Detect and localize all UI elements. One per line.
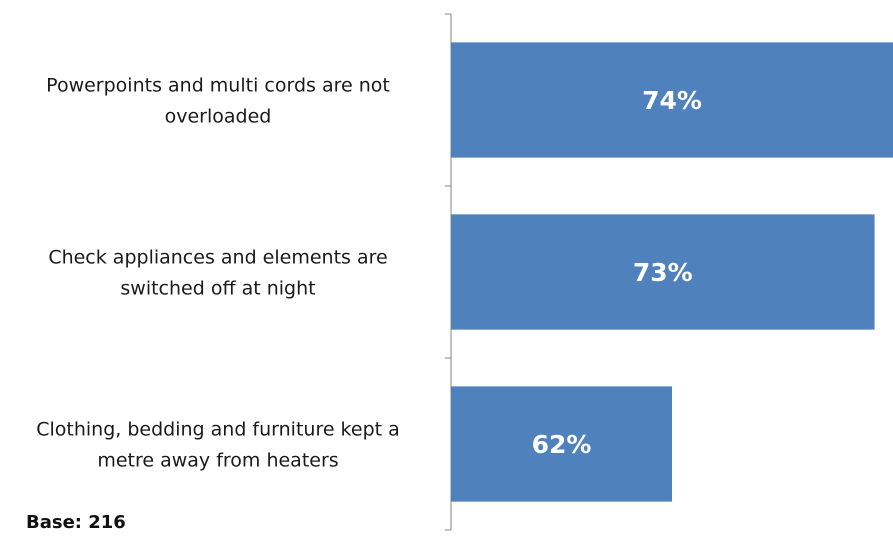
bar	[451, 214, 875, 330]
bar	[451, 42, 893, 158]
category-label: Powerpoints and multi cords are not	[46, 75, 390, 97]
category-label: Check appliances and elements are	[48, 247, 387, 269]
category-label: overloaded	[165, 106, 272, 128]
base-note: Base: 216	[26, 512, 126, 533]
bar	[451, 386, 672, 502]
category-label: Clothing, bedding and furniture kept a	[36, 419, 400, 441]
data-label: 74%	[642, 86, 702, 115]
category-label: switched off at night	[120, 278, 315, 300]
data-label: 62%	[532, 430, 592, 459]
category-label: metre away from heaters	[97, 450, 338, 472]
data-label: 73%	[633, 258, 693, 287]
